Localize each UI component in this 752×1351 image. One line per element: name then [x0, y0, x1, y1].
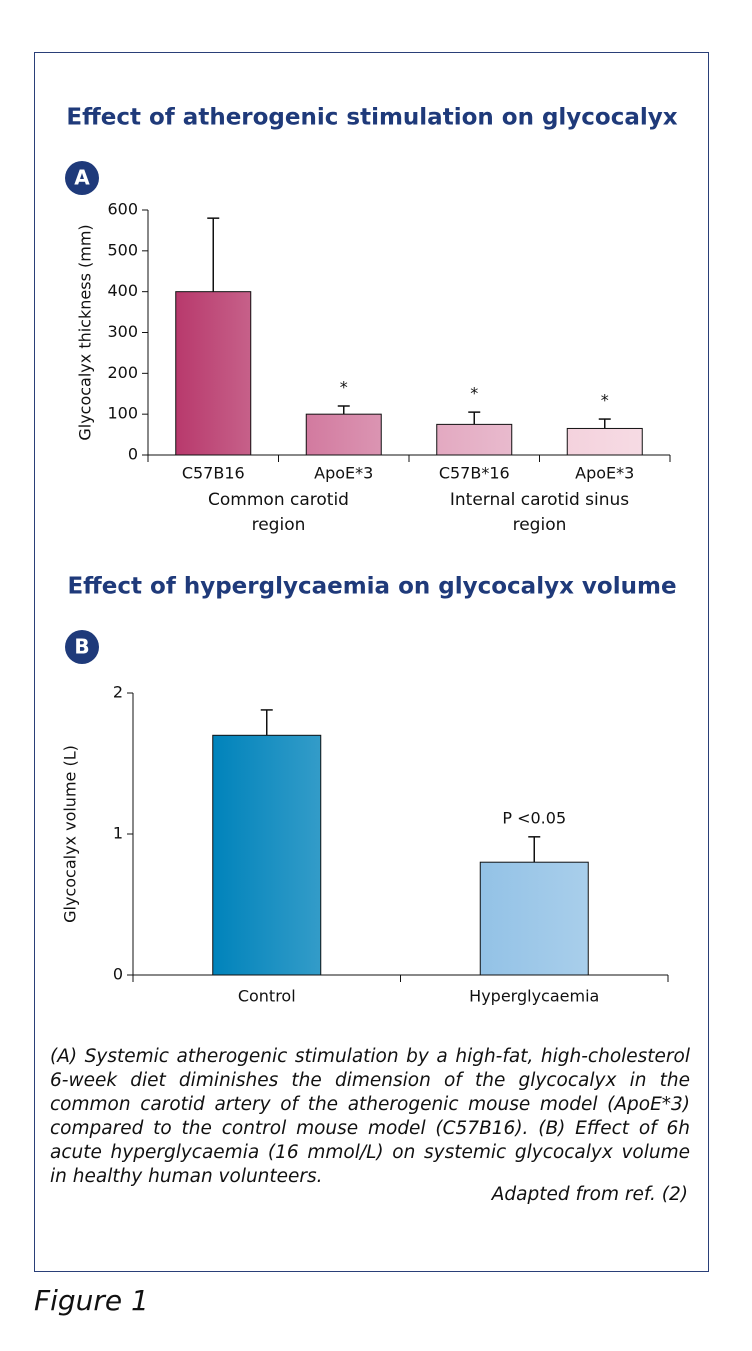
x-tick-label: ApoE*3 — [575, 464, 634, 483]
bar — [175, 291, 252, 456]
panel-badge — [65, 630, 99, 664]
group-label: region — [513, 515, 567, 535]
bar — [479, 861, 589, 976]
figure-label: Figure 1 — [34, 1284, 149, 1317]
panel-badge — [65, 161, 99, 195]
significance-marker: * — [340, 378, 348, 397]
bar — [305, 413, 382, 456]
bar — [436, 423, 513, 456]
group-label: Internal carotid sinus — [450, 490, 629, 510]
group-label: region — [252, 515, 306, 535]
y-tick-label: 200 — [107, 363, 138, 382]
bar — [566, 427, 643, 456]
y-tick-label: 100 — [107, 404, 138, 423]
y-tick-label: 500 — [107, 240, 138, 259]
panel-letter: B — [74, 635, 89, 659]
group-label: Common carotid — [208, 490, 349, 510]
x-tick-label: C57B*16 — [439, 464, 510, 483]
x-tick-label: Hyperglycaemia — [469, 987, 599, 1006]
figure-frame — [34, 52, 709, 1272]
y-tick-label: 2 — [113, 683, 123, 702]
y-tick-label: 1 — [113, 824, 123, 843]
y-tick-label: 300 — [107, 322, 138, 341]
caption: (A) Systemic atherogenic stimulation by … — [50, 1046, 690, 1187]
x-tick-label: Control — [238, 987, 296, 1006]
y-tick-label: 400 — [107, 281, 138, 300]
y-tick-label: 0 — [113, 965, 123, 984]
y-axis-label: Glycocalyx thickness (mm) — [76, 224, 95, 440]
significance-marker: P <0.05 — [502, 808, 566, 827]
y-axis-label: Glycocalyx volume (L) — [61, 745, 80, 923]
chart-title: Effect of atherogenic stimulation on gly… — [66, 105, 677, 131]
source: Adapted from ref. (2) — [491, 1184, 688, 1205]
panel-letter: A — [74, 166, 90, 190]
significance-marker: * — [470, 384, 478, 403]
y-tick-label: 0 — [128, 445, 138, 464]
y-tick-label: 600 — [107, 200, 138, 219]
x-tick-label: ApoE*3 — [314, 464, 373, 483]
chart-title: Effect of hyperglycaemia on glycocalyx v… — [67, 574, 676, 600]
significance-marker: * — [601, 391, 609, 410]
bar — [212, 734, 322, 976]
x-tick-label: C57B16 — [182, 464, 245, 483]
